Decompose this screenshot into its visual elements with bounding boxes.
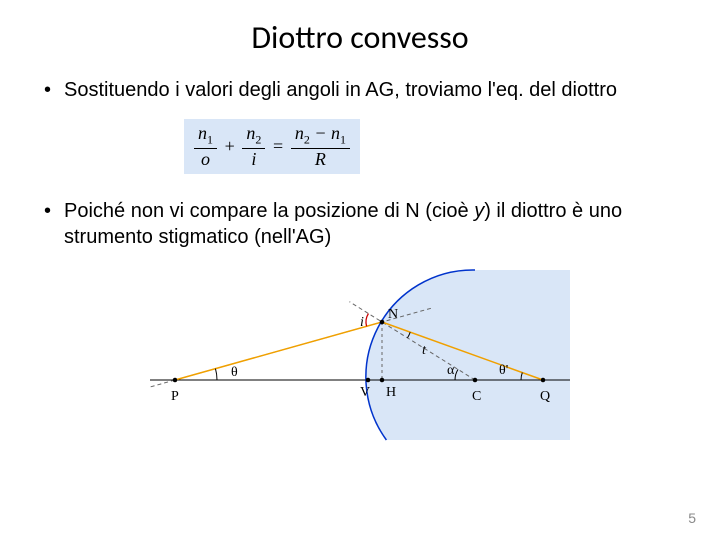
svg-text:P: P	[171, 389, 179, 404]
equation-wrap: n1 o + n2 i = n2 − n1 R	[104, 115, 680, 174]
bullet-1: Sostituendo i valori degli angoli in AG,…	[40, 77, 680, 103]
svg-text:α: α	[447, 363, 455, 378]
svg-text:N: N	[388, 307, 398, 322]
bullet-2-text-a: Poiché non vi compare la posizione di N …	[64, 200, 474, 222]
bullet-2: Poiché non vi compare la posizione di N …	[40, 198, 680, 250]
op-plus: +	[221, 136, 239, 157]
bullet-1-text: Sostituendo i valori degli angoli in AG,…	[64, 79, 617, 101]
frac-n2-i: n2 i	[242, 123, 265, 170]
frac-rhs: n2 − n1 R	[291, 123, 350, 170]
diagram-svg: PVHCQNitθαθ'	[150, 262, 570, 442]
svg-text:V: V	[360, 385, 370, 400]
diagram: PVHCQNitθαθ'	[150, 262, 570, 442]
page-number: 5	[688, 510, 696, 526]
equation-box: n1 o + n2 i = n2 − n1 R	[184, 119, 360, 174]
svg-text:Q: Q	[540, 389, 550, 404]
bullet-list: Sostituendo i valori degli angoli in AG,…	[0, 77, 720, 250]
svg-text:θ: θ	[231, 365, 238, 380]
op-eq: =	[269, 136, 287, 157]
svg-text:H: H	[386, 385, 396, 400]
bullet-2-y: y	[474, 200, 484, 222]
frac-n1-o: n1 o	[194, 123, 217, 170]
slide-title: Diottro convesso	[0, 0, 720, 77]
svg-text:θ': θ'	[499, 363, 508, 378]
svg-text:C: C	[472, 389, 481, 404]
svg-text:i: i	[360, 315, 364, 330]
